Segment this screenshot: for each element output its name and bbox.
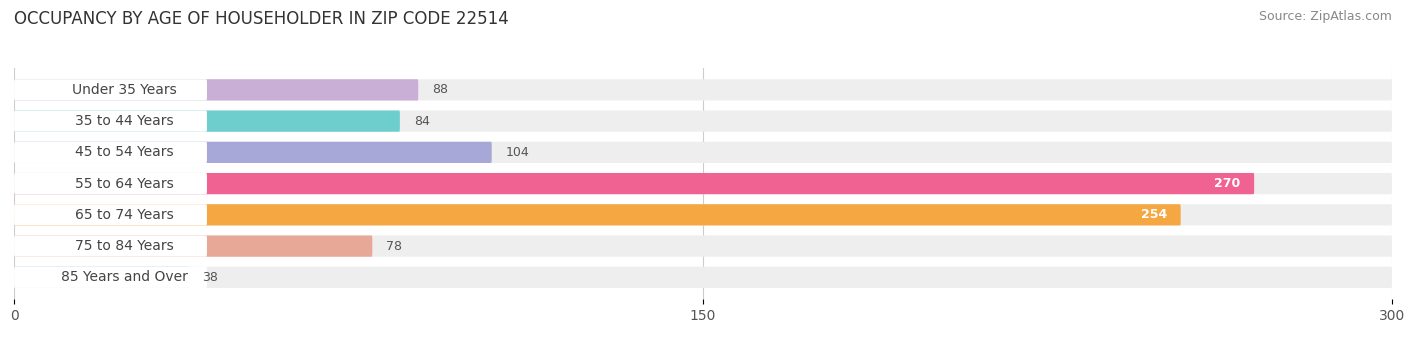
FancyBboxPatch shape: [14, 236, 1392, 257]
Text: 65 to 74 Years: 65 to 74 Years: [75, 208, 174, 222]
FancyBboxPatch shape: [14, 110, 1392, 132]
FancyBboxPatch shape: [14, 204, 1181, 225]
FancyBboxPatch shape: [14, 204, 1392, 225]
Text: Under 35 Years: Under 35 Years: [72, 83, 177, 97]
FancyBboxPatch shape: [14, 236, 373, 257]
Text: 38: 38: [202, 271, 218, 284]
FancyBboxPatch shape: [14, 173, 1392, 194]
Text: 75 to 84 Years: 75 to 84 Years: [75, 239, 174, 253]
FancyBboxPatch shape: [14, 173, 1254, 194]
Text: 55 to 64 Years: 55 to 64 Years: [75, 176, 174, 191]
FancyBboxPatch shape: [14, 267, 207, 288]
FancyBboxPatch shape: [14, 79, 207, 101]
Text: 84: 84: [413, 115, 429, 128]
FancyBboxPatch shape: [14, 267, 188, 288]
Text: Source: ZipAtlas.com: Source: ZipAtlas.com: [1258, 10, 1392, 23]
Text: 85 Years and Over: 85 Years and Over: [60, 270, 188, 284]
Text: 35 to 44 Years: 35 to 44 Years: [75, 114, 173, 128]
Text: 104: 104: [506, 146, 529, 159]
Text: OCCUPANCY BY AGE OF HOUSEHOLDER IN ZIP CODE 22514: OCCUPANCY BY AGE OF HOUSEHOLDER IN ZIP C…: [14, 10, 509, 28]
FancyBboxPatch shape: [14, 142, 1392, 163]
FancyBboxPatch shape: [14, 236, 207, 257]
FancyBboxPatch shape: [14, 142, 492, 163]
FancyBboxPatch shape: [14, 204, 207, 225]
Text: 45 to 54 Years: 45 to 54 Years: [75, 146, 173, 159]
Text: 78: 78: [387, 240, 402, 253]
FancyBboxPatch shape: [14, 79, 418, 101]
FancyBboxPatch shape: [14, 79, 1392, 101]
FancyBboxPatch shape: [14, 142, 207, 163]
FancyBboxPatch shape: [14, 267, 1392, 288]
Text: 88: 88: [432, 83, 449, 96]
FancyBboxPatch shape: [14, 110, 399, 132]
FancyBboxPatch shape: [14, 110, 207, 132]
FancyBboxPatch shape: [14, 173, 207, 194]
Text: 270: 270: [1215, 177, 1240, 190]
Text: 254: 254: [1140, 208, 1167, 221]
